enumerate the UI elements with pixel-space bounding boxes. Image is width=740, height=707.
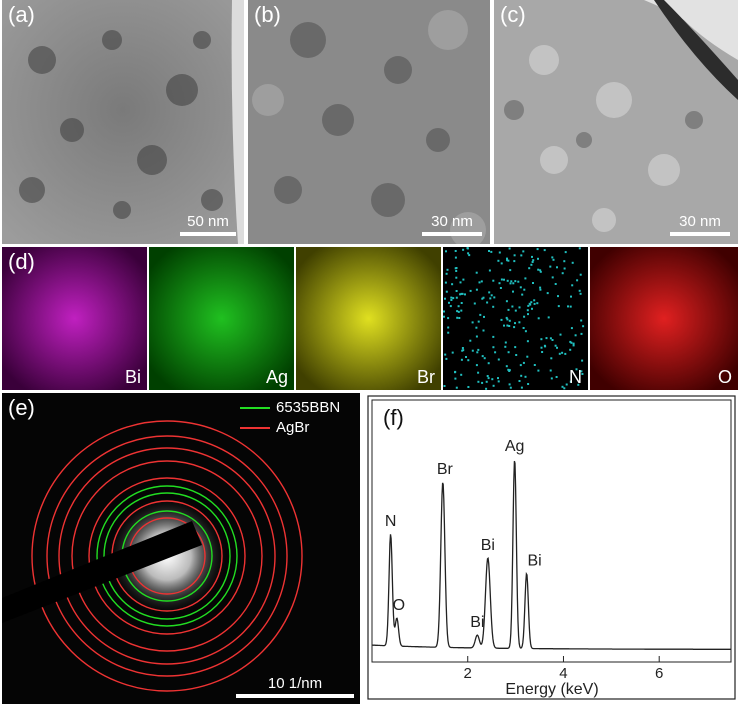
eds-map-ag-texture	[149, 247, 294, 390]
peak-label-bi: Bi	[527, 552, 541, 569]
panel-label-b: (b)	[254, 2, 281, 27]
scale-bar-a-label: 50 nm	[187, 213, 229, 230]
peak-label-o: O	[393, 597, 405, 614]
legend-swatch-red	[240, 426, 270, 429]
legend-swatch-green	[240, 406, 270, 409]
eds-map-n: N	[443, 247, 588, 390]
panel-label-c: (c)	[500, 2, 526, 27]
x-tick-label: 4	[559, 665, 567, 682]
eds-map-o-label: O	[717, 367, 732, 387]
scale-bar-b-label: 30 nm	[431, 213, 473, 230]
scale-bar-a: 50 nm	[180, 213, 236, 236]
peak-label-br: Br	[437, 461, 454, 478]
scale-bar-c: 30 nm	[670, 213, 730, 236]
peak-label-bi: Bi	[481, 537, 495, 554]
panel-label-d: (d)	[8, 249, 35, 274]
tem-texture-a	[2, 0, 244, 244]
eds-spectrum: 2 4 6 N O Br Bi Bi Ag Bi Energy (keV) (f)	[365, 393, 738, 704]
eds-map-br: Br	[296, 247, 441, 390]
legend-item-agbr: AgBr	[240, 419, 340, 436]
spectrum-plot-frame	[371, 399, 732, 663]
saed-legend: 6535BBN AgBr	[240, 399, 340, 439]
scale-bar-b: 30 nm	[422, 213, 482, 236]
eds-map-bi-label: Bi	[124, 367, 141, 387]
panel-label-e: (e)	[8, 395, 35, 420]
scale-bar-e-label: 10 1/nm	[267, 675, 323, 692]
tem-image-c: (c) 30 nm	[494, 0, 738, 244]
eds-map-o-texture	[590, 247, 738, 390]
legend-label-6535bbn: 6535BBN	[276, 399, 341, 416]
peak-label-bi: Bi	[470, 614, 484, 631]
scale-bar-c-label: 30 nm	[679, 213, 721, 230]
scale-bar-e: 10 1/nm	[236, 675, 354, 698]
panel-label-f: (f)	[383, 405, 404, 430]
x-axis-label: Energy (keV)	[505, 681, 598, 698]
tem-texture-b	[248, 0, 490, 244]
panel-label-a: (a)	[8, 2, 35, 27]
eds-map-bi: (d) Bi	[2, 247, 147, 390]
tem-texture-c	[494, 0, 738, 244]
eds-map-ag: Ag	[149, 247, 294, 390]
x-tick-label: 6	[655, 665, 663, 682]
legend-label-agbr: AgBr	[276, 419, 310, 436]
spectrum-outer-frame	[367, 395, 736, 700]
eds-map-o: O	[590, 247, 738, 390]
eds-map-br-texture	[296, 247, 441, 390]
saed-pattern: (e) 6535BBN AgBr 10 1/nm	[2, 393, 360, 704]
eds-map-bi-texture	[2, 247, 147, 390]
eds-map-n-texture	[443, 247, 585, 390]
x-tick-label: 2	[464, 665, 472, 682]
tem-image-b: (b) 30 nm	[248, 0, 490, 244]
eds-map-ag-label: Ag	[265, 367, 288, 387]
saed-rings	[2, 420, 303, 692]
spectrum-line	[372, 460, 731, 650]
peak-label-ag: Ag	[505, 438, 525, 455]
eds-map-n-label: N	[569, 367, 582, 387]
tem-image-a: (a) 50 nm	[2, 0, 244, 244]
peak-label-n: N	[385, 513, 397, 530]
legend-item-6535bbn: 6535BBN	[240, 399, 340, 416]
eds-map-br-label: Br	[417, 367, 435, 387]
eds-spectrum-plot: 2 4 6 N O Br Bi Bi Ag Bi Energy (keV)	[367, 395, 736, 700]
